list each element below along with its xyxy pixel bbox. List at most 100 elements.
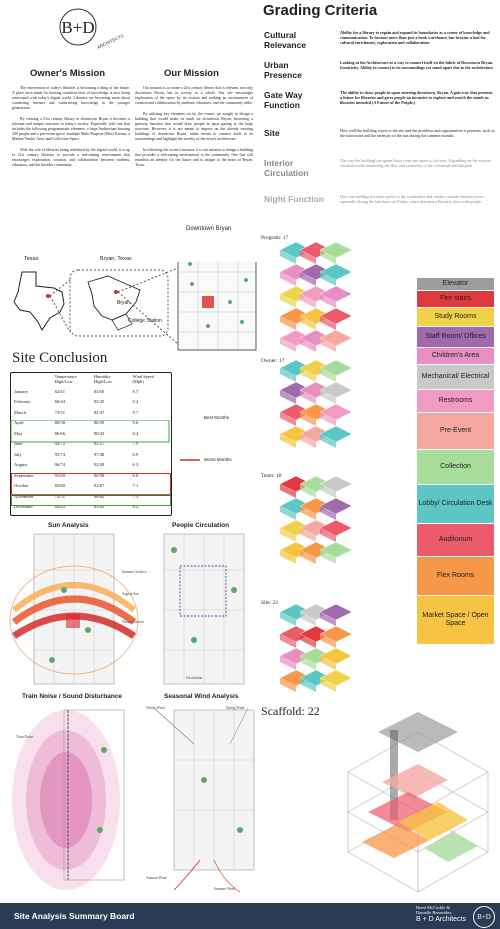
paragraph: By creating a 21st century library in do… bbox=[12, 117, 130, 141]
bryan-label: Bryan bbox=[117, 300, 131, 306]
paragraph: By utilizing key elements set by the own… bbox=[135, 112, 253, 141]
table-cell: February bbox=[14, 399, 31, 405]
program-block-side bbox=[320, 634, 336, 648]
table-cell: 97/48 bbox=[93, 451, 105, 457]
winter-wind-label: Winter Wind bbox=[146, 706, 165, 710]
iso-label-team: Team: 18 bbox=[261, 473, 282, 479]
criterion-description: The ability to draw people in upon enter… bbox=[340, 90, 493, 105]
program-block-side bbox=[300, 634, 316, 648]
program-block-side bbox=[280, 678, 296, 692]
people-circulation-title: People Circulation bbox=[172, 522, 230, 529]
program-block-side bbox=[320, 412, 336, 426]
program-block-side bbox=[320, 316, 336, 330]
program-block-side bbox=[300, 612, 316, 626]
firm-logo: B+D ARCHITECTS bbox=[28, 5, 128, 53]
table-row: October 82/60 92/67 7.1 bbox=[12, 481, 168, 492]
program-block-side bbox=[300, 390, 316, 404]
grading-criteria-title: Grading Criteria bbox=[263, 2, 378, 19]
table-cell: 6.9 bbox=[132, 451, 139, 457]
criterion-name: Interior Circulation bbox=[264, 158, 309, 178]
our-mission-title: Our Mission bbox=[164, 68, 219, 79]
train-noise-title: Train Noise / Sound Disturbance bbox=[22, 693, 123, 700]
program-block-side bbox=[300, 678, 316, 692]
table-cell: January bbox=[14, 388, 29, 394]
iso-label-program: Program: 17 bbox=[261, 235, 289, 241]
table-cell: 8.7 bbox=[132, 388, 139, 394]
location-maps bbox=[13, 262, 257, 351]
analysis-maps bbox=[9, 533, 255, 893]
program-block-side bbox=[320, 368, 336, 382]
worst-months-box bbox=[11, 473, 171, 496]
program-block-side bbox=[320, 338, 336, 352]
table-cell: 90/43 bbox=[93, 430, 105, 436]
column-header: Temperature High/Low bbox=[54, 374, 77, 384]
seasonal-wind-title: Seasonal Wind Analysis bbox=[164, 693, 239, 700]
table-cell: 92/49 bbox=[93, 462, 105, 468]
sun-analysis-title: Sun Analysis bbox=[48, 522, 89, 529]
table-cell: 9.2 bbox=[132, 399, 139, 405]
program-block-side bbox=[280, 316, 296, 330]
program-block-side bbox=[320, 484, 336, 498]
table-cell: 8.2 bbox=[132, 504, 139, 510]
table-cell: August bbox=[14, 462, 28, 468]
footer-bar: Site Analysis Summary Board Brent McCork… bbox=[0, 903, 500, 929]
criterion-name: Gate Way Function bbox=[264, 90, 303, 110]
paragraph: In following the owner's mission, it is … bbox=[135, 148, 253, 167]
month-highlights bbox=[10, 420, 200, 461]
table-cell: 7.1 bbox=[132, 483, 139, 489]
footer-title: Site Analysis Summary Board bbox=[14, 911, 135, 921]
program-block-side bbox=[280, 550, 296, 564]
winter-solstice-label: Winter Solstice bbox=[122, 620, 145, 624]
paragraph: With the role of libraries being redefin… bbox=[12, 148, 130, 167]
iso-label-owner: Owner: 17 bbox=[261, 358, 285, 364]
table-cell: 86/59 bbox=[93, 420, 105, 426]
program-block-side bbox=[280, 412, 296, 426]
program-block-side bbox=[280, 656, 296, 670]
seasonal-wind-map bbox=[153, 707, 255, 893]
footer-names-line1: Brent McCorkle & bbox=[416, 905, 450, 910]
table-cell: 86/66 bbox=[54, 430, 66, 436]
site-conclusion-title: Site Conclusion bbox=[12, 350, 108, 366]
program-block-side bbox=[300, 316, 316, 330]
legend-item: Staff Room/ Offices bbox=[417, 327, 494, 348]
table-cell: 90/62 bbox=[93, 493, 105, 499]
program-block-side bbox=[300, 484, 316, 498]
criterion-name: Night Function bbox=[264, 194, 324, 204]
program-block-side bbox=[320, 656, 336, 670]
summer-solstice-label: Summer Solstice bbox=[122, 570, 147, 574]
bryan-marker bbox=[46, 294, 50, 298]
paragraph: The reinvention of today's libraries is … bbox=[12, 86, 130, 110]
program-block-side bbox=[320, 612, 336, 626]
legend-item: Pre-Event bbox=[417, 413, 494, 450]
legend-item: Collection bbox=[417, 450, 494, 485]
best-months-box bbox=[10, 420, 170, 443]
table-cell: 91/69 bbox=[54, 472, 66, 478]
table-cell: 8.4 bbox=[132, 430, 139, 436]
program-block-side bbox=[300, 294, 316, 308]
circulation-label: Circulation bbox=[186, 676, 203, 680]
column-header: Humidity High/Low bbox=[93, 374, 112, 384]
table-cell: 95/57 bbox=[93, 441, 105, 447]
best-months-box-october bbox=[11, 494, 171, 506]
table-cell: April bbox=[14, 420, 24, 426]
program-block-side bbox=[320, 390, 336, 404]
table-row: January 62/41 83/50 8.7 bbox=[12, 386, 168, 397]
program-block-side bbox=[280, 634, 296, 648]
program-block-side bbox=[280, 338, 296, 352]
college-station-label: College Station bbox=[128, 318, 162, 324]
footer-names-line2: Danielle Benavidez bbox=[416, 910, 452, 915]
table-header-row: Temperature High/Low Humidity High/Low Win… bbox=[12, 374, 168, 386]
table-cell: 83/50 bbox=[93, 388, 105, 394]
site-marker bbox=[202, 296, 214, 308]
program-block-side bbox=[280, 390, 296, 404]
table-row: May 86/66 90/43 8.4 bbox=[12, 428, 168, 439]
train-noise-label: Train Noise bbox=[16, 735, 33, 739]
table-cell: 96/74 bbox=[54, 462, 66, 468]
sun-analysis-map bbox=[9, 533, 139, 685]
table-cell: 92/67 bbox=[93, 483, 105, 489]
table-row: December 64/43 85/45 8.2 bbox=[12, 502, 168, 513]
program-block-side bbox=[300, 272, 316, 286]
criterion-name: Cultural Relevance bbox=[264, 30, 307, 50]
criterion-name: Site bbox=[264, 128, 280, 138]
legend-item: Restrooms bbox=[417, 390, 494, 413]
